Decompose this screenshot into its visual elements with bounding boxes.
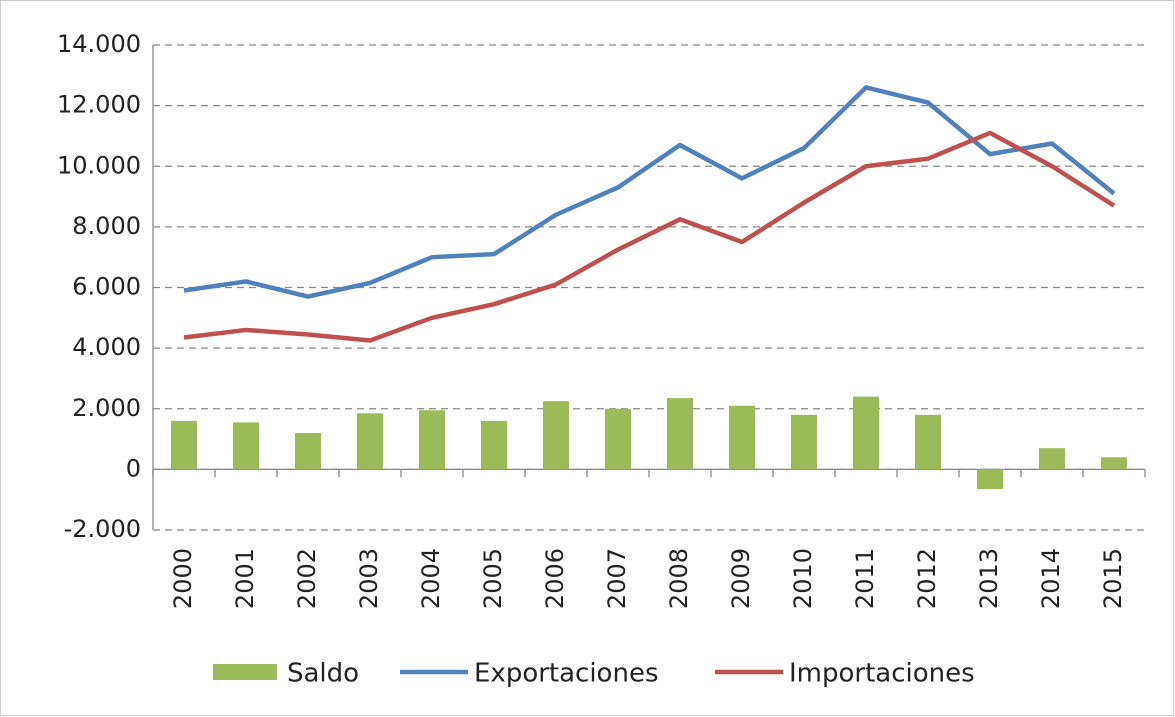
bar: [170, 420, 198, 470]
x-tick-label: 2015: [1099, 548, 1127, 609]
bar: [1038, 448, 1066, 470]
y-tick-label: 8.000: [72, 212, 141, 240]
legend-label: Saldo: [287, 659, 359, 689]
x-tick-label: 2011: [851, 548, 879, 609]
bar: [542, 401, 570, 470]
bar: [418, 410, 446, 470]
bar: [232, 422, 260, 470]
y-tick-label: 2.000: [72, 394, 141, 422]
bar: [852, 396, 880, 470]
bar: [666, 398, 694, 470]
y-tick-label: 10.000: [57, 151, 141, 179]
y-tick-label: 0: [126, 454, 141, 482]
x-tick-label: 2001: [231, 548, 259, 609]
bar: [294, 433, 322, 470]
bar: [604, 408, 632, 470]
line-series: [183, 85, 1116, 299]
x-tick-label: 2013: [975, 548, 1003, 609]
x-tick-label: 2009: [727, 548, 755, 609]
x-tick-label: 2014: [1037, 548, 1065, 609]
x-tick-label: 2004: [417, 548, 445, 609]
x-tick-label: 2003: [355, 548, 383, 609]
x-tick-label: 2005: [479, 548, 507, 609]
bar: [790, 414, 818, 470]
bar: [728, 405, 756, 470]
bar: [914, 414, 942, 470]
x-tick-label: 2006: [541, 548, 569, 609]
bar: [1100, 457, 1128, 470]
x-tick-label: 2000: [169, 548, 197, 609]
y-tick-label: 6.000: [72, 273, 141, 301]
legend-swatch: [213, 664, 277, 680]
bar: [480, 420, 508, 470]
legend-label: Importaciones: [789, 659, 975, 689]
x-tick-label: 2008: [665, 548, 693, 609]
line-series: [183, 130, 1116, 343]
x-tick-label: 2010: [789, 548, 817, 609]
y-tick-label: 14.000: [57, 30, 141, 58]
y-tick-label: 4.000: [72, 333, 141, 361]
x-tick-label: 2007: [603, 548, 631, 609]
bar: [976, 469, 1004, 490]
x-tick-label: 2012: [913, 548, 941, 609]
legend-label: Exportaciones: [474, 659, 659, 689]
x-tick-label: 2002: [293, 548, 321, 609]
y-tick-label: 12.000: [57, 91, 141, 119]
bar: [356, 413, 384, 470]
y-tick-label: -2.000: [64, 515, 141, 543]
